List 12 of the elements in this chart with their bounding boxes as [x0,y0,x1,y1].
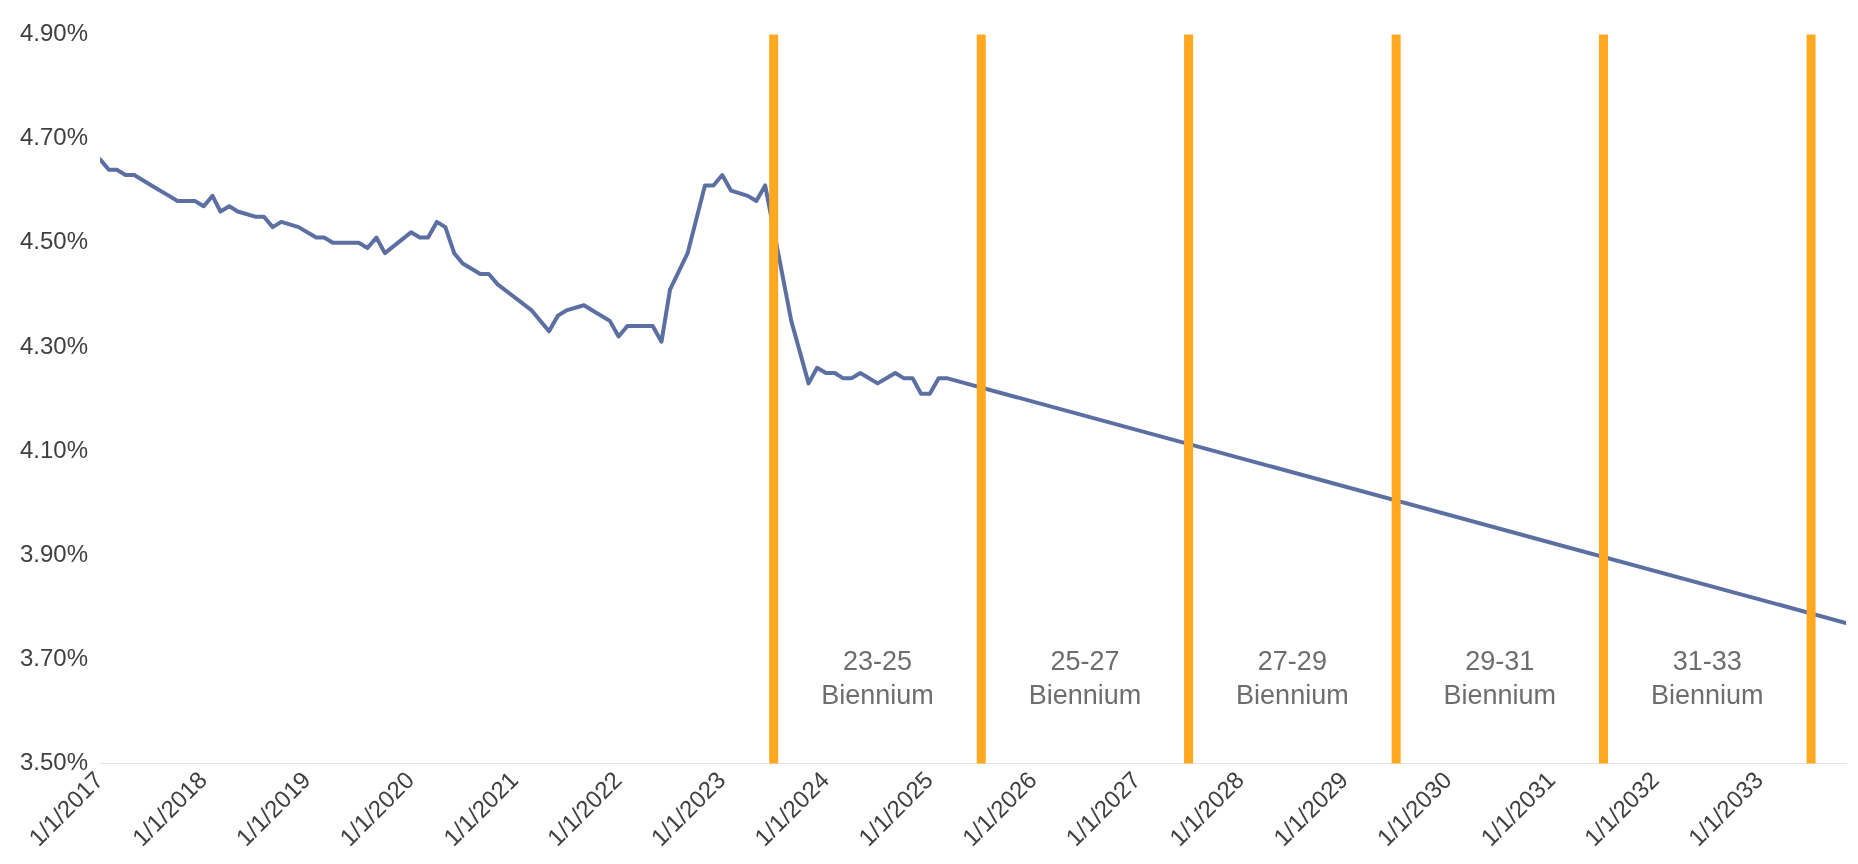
y-tick-label: 4.70% [19,123,89,151]
y-tick-label: 4.50% [19,227,89,255]
annotation: 25-27 Biennium [1028,646,1142,711]
y-tick-label: 3.90% [19,539,89,567]
y-tick-label: 3.70% [19,644,89,672]
annotation: 23-25 Biennium [821,646,934,711]
y-tick-label: 4.90% [19,19,89,47]
annotation: 31-33 Biennium [1650,646,1764,711]
y-tick-label: 4.30% [19,331,89,359]
y-tick-label: 4.10% [19,435,89,463]
annotation: 27-29 Biennium [1236,646,1349,711]
annotation: 29-31 Biennium [1443,646,1557,711]
